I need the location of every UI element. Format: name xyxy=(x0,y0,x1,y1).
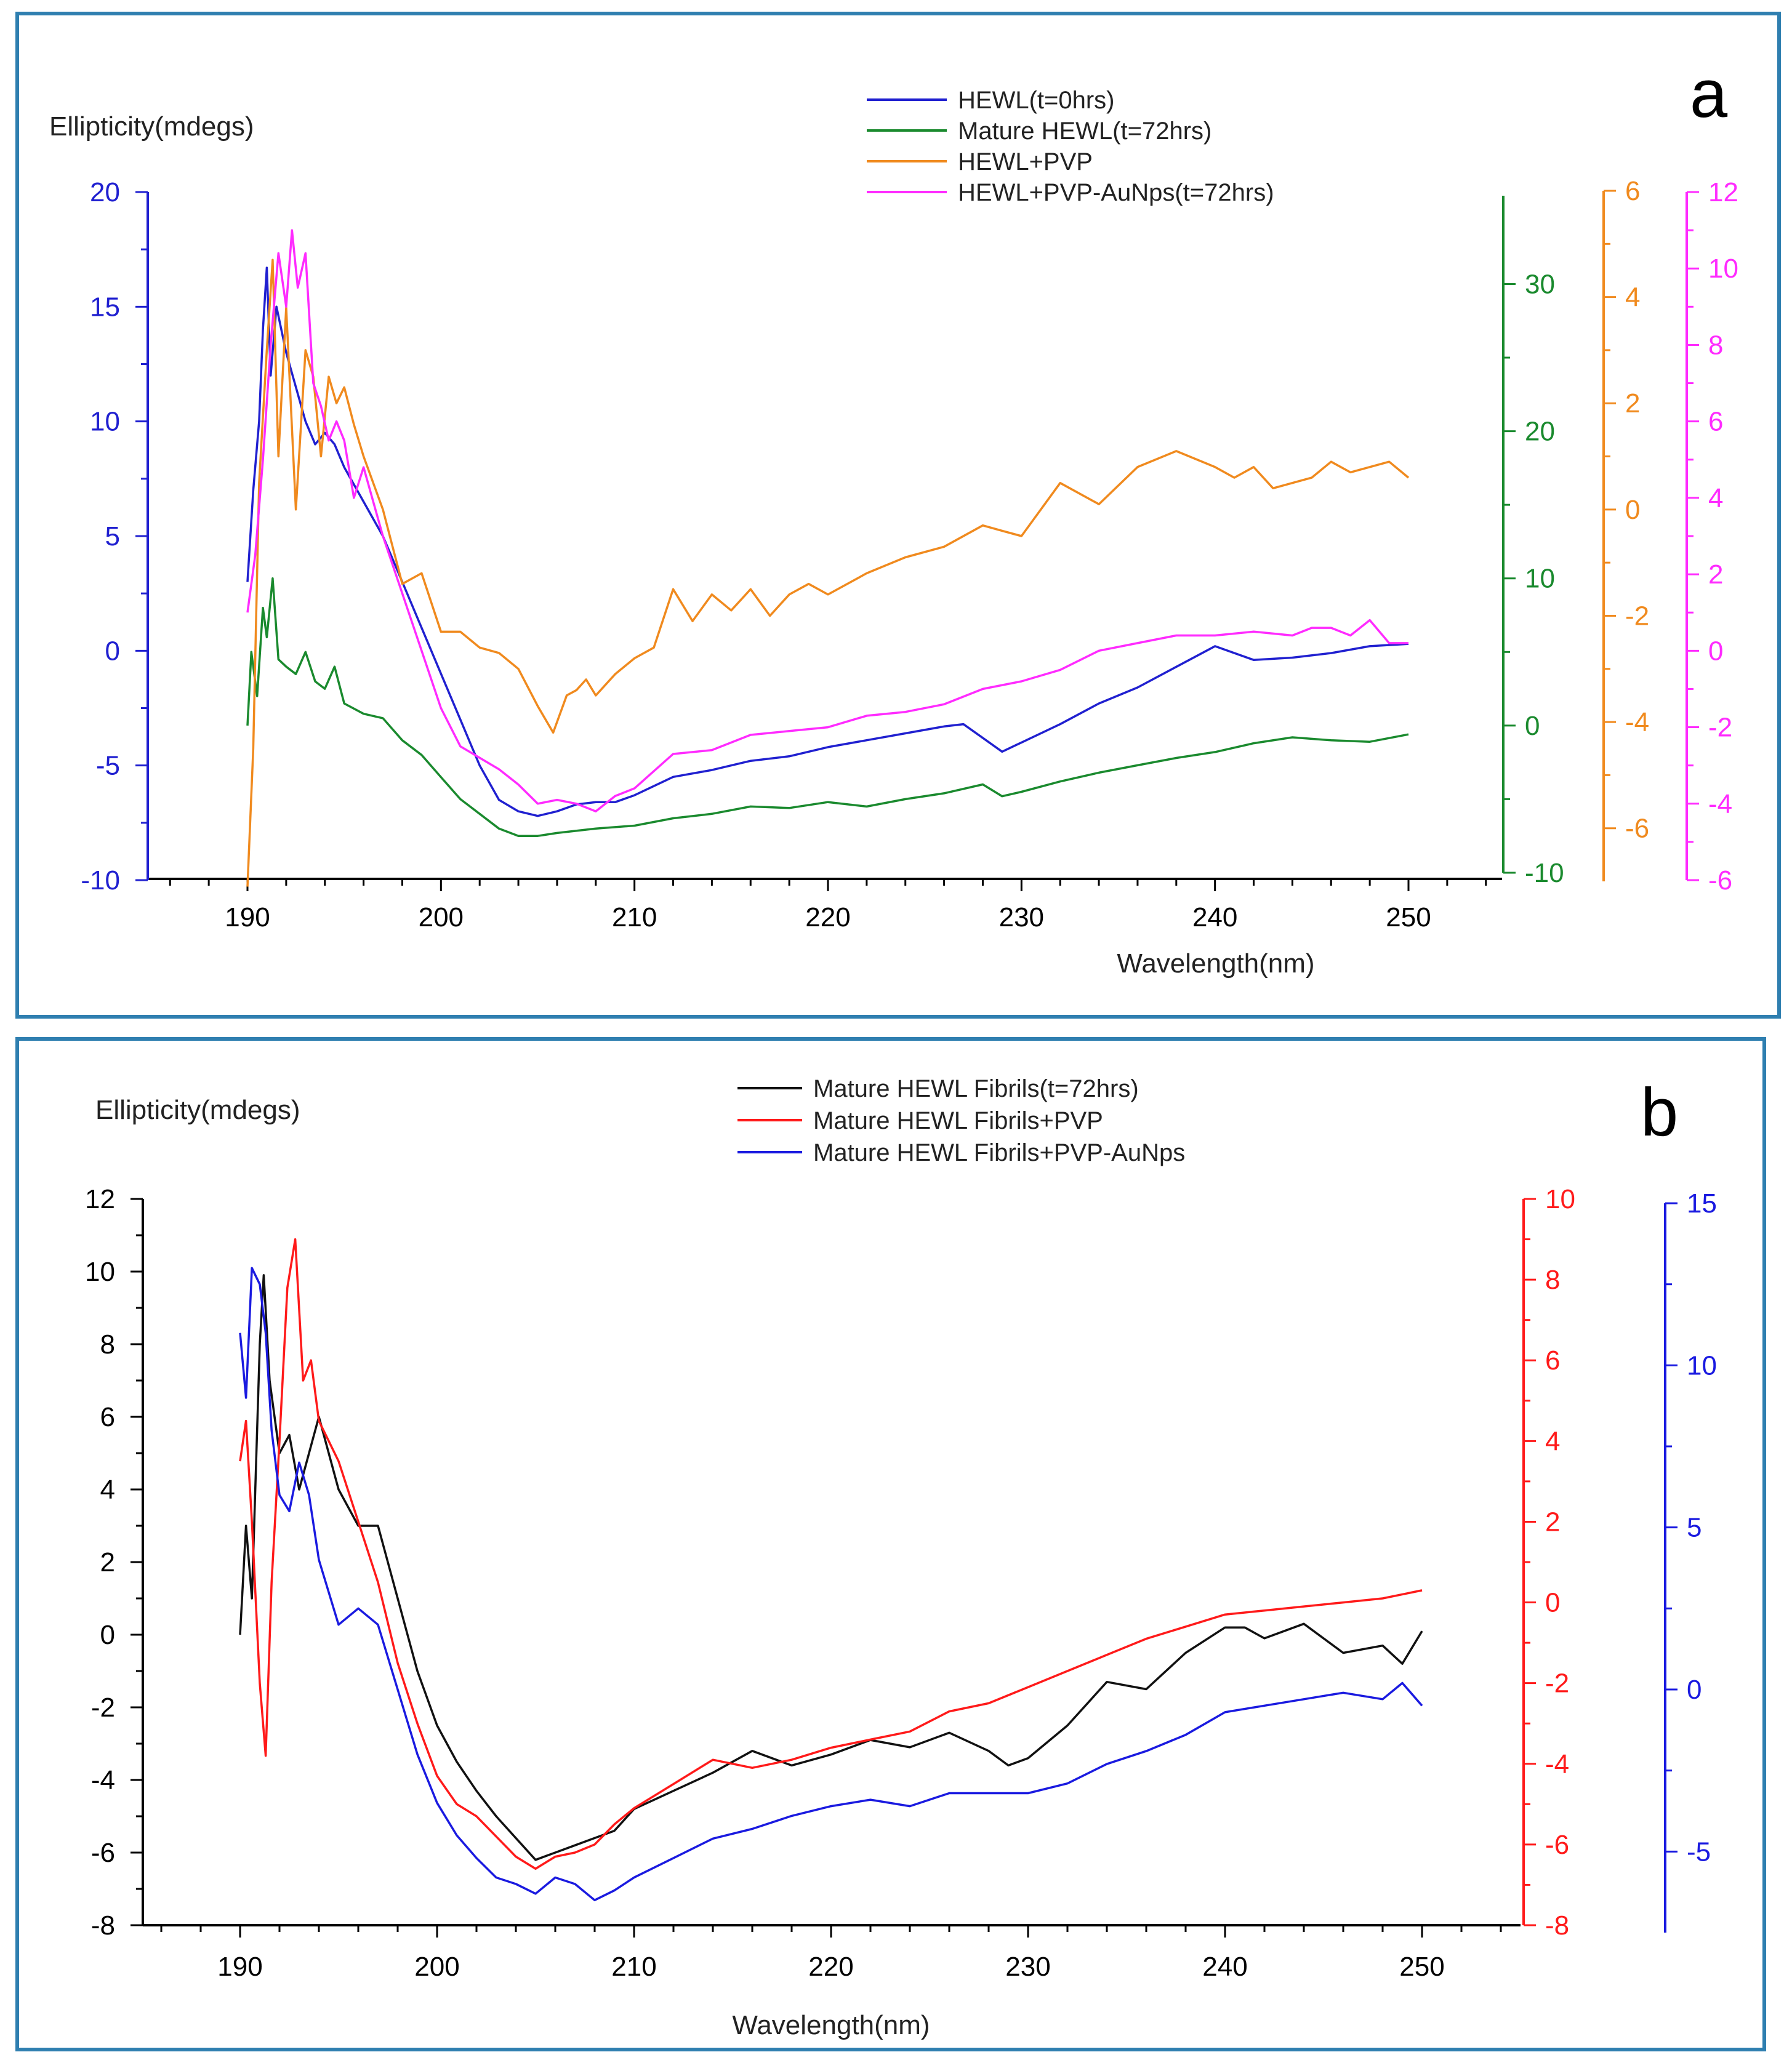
x-tick-label: 220 xyxy=(808,1952,853,1982)
y-tick-label-blue: 0 xyxy=(1687,1675,1702,1705)
y-tick-label-red: -2 xyxy=(1545,1669,1569,1699)
chart-a: 190 200 210 220 230 240 250-10-505101520-10010… xyxy=(49,56,1738,979)
x-tick-label: 230 xyxy=(999,902,1044,932)
x-tick-label: 210 xyxy=(612,902,657,932)
y-tick-label-magenta: 12 xyxy=(1708,177,1738,207)
series-line xyxy=(246,267,1409,817)
y-tick-label-magenta: 8 xyxy=(1708,330,1723,360)
x-tick-label: 240 xyxy=(1202,1952,1247,1982)
y-tick-label-orange: 0 xyxy=(1625,495,1640,525)
y-tick-label-left: 20 xyxy=(90,177,120,207)
legend-label: Mature HEWL Fibrils+PVP xyxy=(813,1107,1103,1134)
legend-label: Mature HEWL Fibrils(t=72hrs) xyxy=(813,1075,1139,1102)
legend-label: HEWL+PVP-AuNps(t=72hrs) xyxy=(958,179,1274,206)
y-tick-label-blue: -5 xyxy=(1687,1837,1711,1867)
y-tick-label-red: -8 xyxy=(1545,1910,1569,1941)
y-tick-label-magenta: -4 xyxy=(1708,789,1732,819)
y-tick-label-left: 6 xyxy=(100,1402,115,1432)
series-line xyxy=(239,1238,1423,1870)
y-axis-title: Ellipticity(mdegs) xyxy=(95,1095,300,1125)
y-tick-label-left: -4 xyxy=(91,1765,115,1795)
y-tick-label-left: 5 xyxy=(105,521,120,551)
x-tick-label: 200 xyxy=(419,902,464,932)
legend-label: HEWL(t=0hrs) xyxy=(958,87,1115,114)
panel-label: b xyxy=(1641,1075,1678,1150)
legend-label: HEWL+PVP xyxy=(958,148,1093,175)
series-line xyxy=(239,1274,1423,1861)
y-tick-label-magenta: 4 xyxy=(1708,483,1723,513)
x-tick-label: 250 xyxy=(1386,902,1431,932)
y-tick-label-magenta: 0 xyxy=(1708,636,1723,666)
y-tick-label-left: 15 xyxy=(90,292,120,322)
series-line xyxy=(239,1267,1423,1902)
x-tick-label: 200 xyxy=(414,1952,459,1982)
x-tick-label: 190 xyxy=(217,1952,262,1982)
panel-b-frame xyxy=(15,1037,1766,2051)
x-tick-label: 230 xyxy=(1005,1952,1050,1982)
y-tick-label-magenta: 2 xyxy=(1708,559,1723,590)
y-tick-label-left: -2 xyxy=(91,1693,115,1723)
y-tick-label-left: 8 xyxy=(100,1329,115,1360)
legend-label: Mature HEWL Fibrils+PVP-AuNps xyxy=(813,1139,1185,1166)
y-tick-label-left: -10 xyxy=(81,865,120,896)
y-tick-label-green: 30 xyxy=(1525,269,1555,299)
y-tick-label-magenta: 10 xyxy=(1708,254,1738,284)
y-tick-label-left: 0 xyxy=(100,1620,115,1650)
panel-a-frame xyxy=(15,12,1781,1019)
y-tick-label-magenta: -6 xyxy=(1708,865,1732,896)
y-tick-label-green: -10 xyxy=(1525,858,1564,888)
y-tick-label-red: 10 xyxy=(1545,1184,1575,1214)
y-tick-label-red: 6 xyxy=(1545,1345,1560,1376)
y-tick-label-magenta: 6 xyxy=(1708,407,1723,437)
y-tick-label-left: 10 xyxy=(90,407,120,437)
y-tick-label-green: 20 xyxy=(1525,417,1555,447)
y-tick-label-left: -5 xyxy=(96,751,120,781)
x-tick-label: 220 xyxy=(805,902,850,932)
y-tick-label-orange: -2 xyxy=(1625,601,1649,631)
y-tick-label-red: -6 xyxy=(1545,1830,1569,1860)
y-tick-label-red: 2 xyxy=(1545,1507,1560,1537)
y-tick-label-left: -6 xyxy=(91,1838,115,1868)
y-tick-label-left: 4 xyxy=(100,1475,115,1505)
y-tick-label-blue: 5 xyxy=(1687,1513,1702,1543)
x-tick-label: 240 xyxy=(1192,902,1237,932)
y-tick-label-left: 2 xyxy=(100,1547,115,1577)
series-line xyxy=(246,577,1409,837)
y-tick-label-blue: 15 xyxy=(1687,1188,1717,1219)
y-tick-label-orange: -6 xyxy=(1625,814,1649,844)
x-tick-label: 190 xyxy=(225,902,270,932)
series-line xyxy=(246,259,1410,887)
x-axis-title: Wavelength(nm) xyxy=(732,2010,930,2040)
y-tick-label-orange: -4 xyxy=(1625,707,1649,737)
legend-label: Mature HEWL(t=72hrs) xyxy=(958,118,1211,145)
chart-b: 190 200 210 220 230 240 250-8-6-4-2024681012-8… xyxy=(85,1075,1717,2040)
series-line xyxy=(246,229,1408,812)
y-tick-label-green: 0 xyxy=(1525,711,1540,741)
y-tick-label-red: -4 xyxy=(1545,1749,1569,1779)
x-axis-title: Wavelength(nm) xyxy=(1117,948,1314,979)
y-tick-label-orange: 4 xyxy=(1625,283,1640,313)
y-tick-label-left: 10 xyxy=(85,1257,115,1287)
y-tick-label-magenta: -2 xyxy=(1708,713,1732,743)
y-tick-label-green: 10 xyxy=(1525,564,1555,594)
y-tick-label-orange: 6 xyxy=(1625,176,1640,206)
y-tick-label-left: 12 xyxy=(85,1184,115,1214)
y-tick-label-orange: 2 xyxy=(1625,388,1640,419)
x-tick-label: 250 xyxy=(1399,1952,1444,1982)
y-tick-label-left: 0 xyxy=(105,636,120,666)
panel-label: a xyxy=(1690,56,1728,132)
y-tick-label-left: -8 xyxy=(91,1910,115,1941)
y-axis-title: Ellipticity(mdegs) xyxy=(49,111,254,142)
y-tick-label-red: 8 xyxy=(1545,1265,1560,1295)
x-tick-label: 210 xyxy=(611,1952,656,1982)
y-tick-label-blue: 10 xyxy=(1687,1350,1717,1381)
y-tick-label-red: 0 xyxy=(1545,1588,1560,1618)
y-tick-label-red: 4 xyxy=(1545,1426,1560,1456)
